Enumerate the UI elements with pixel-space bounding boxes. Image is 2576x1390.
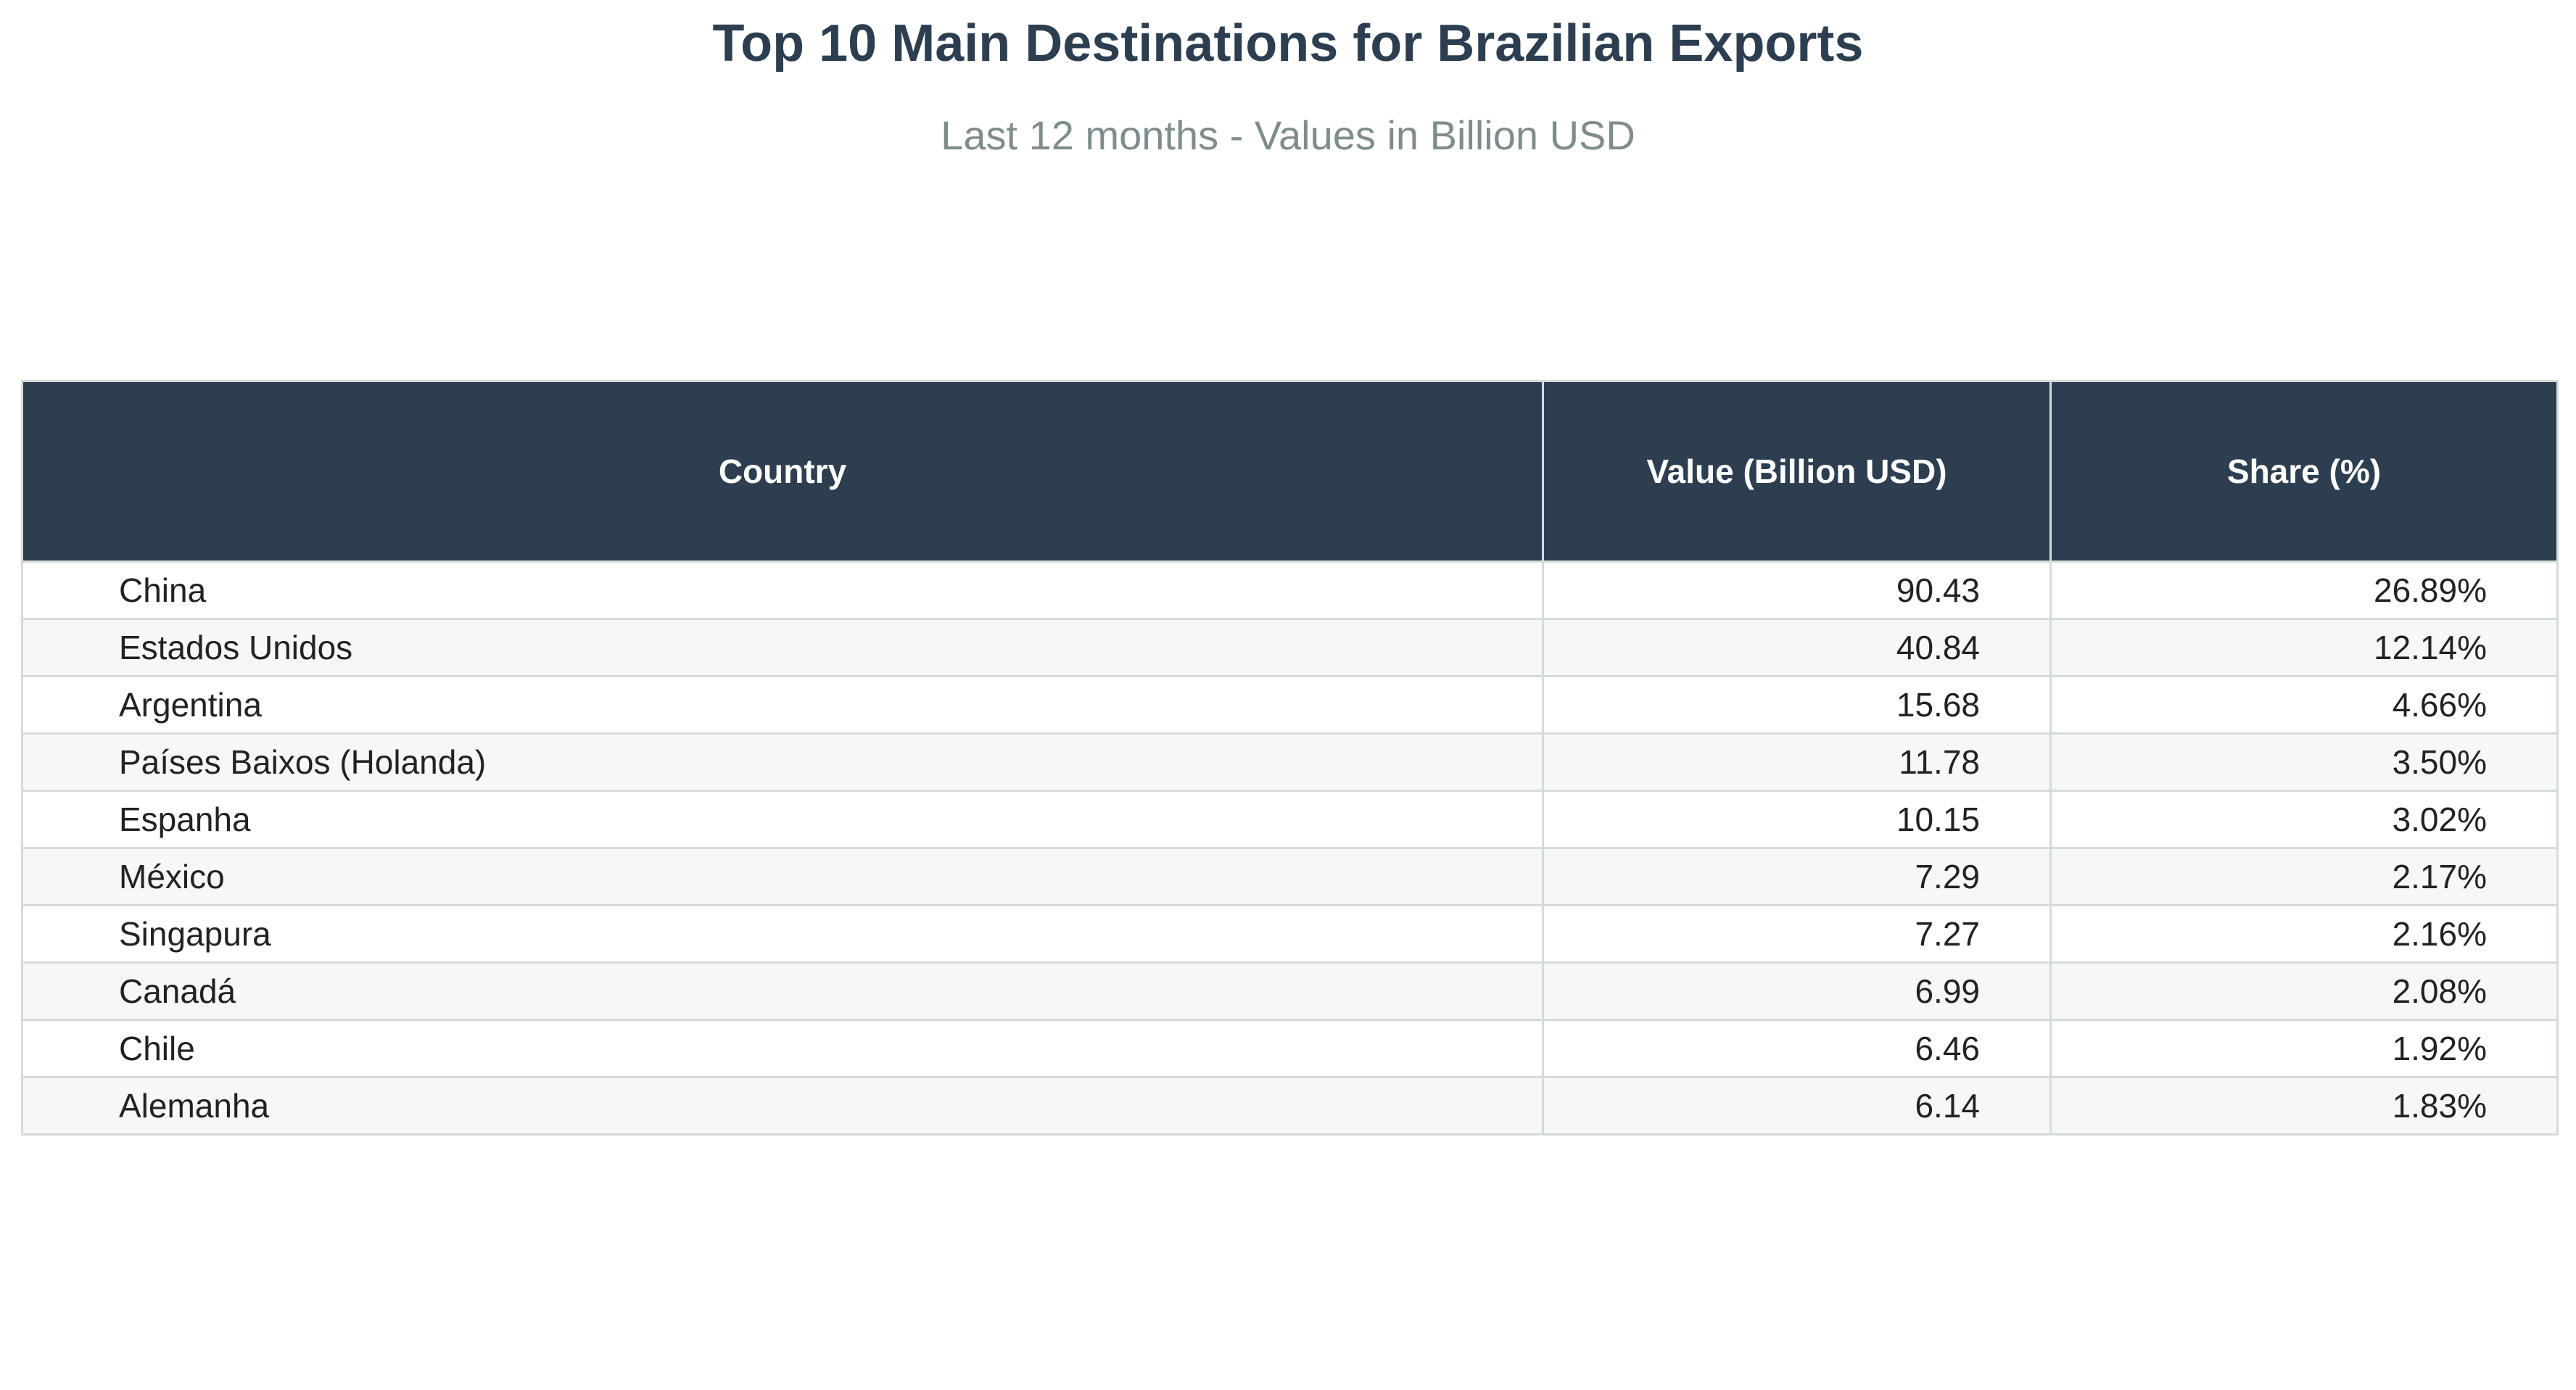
country-cell: Chile bbox=[21, 1019, 1544, 1078]
value-cell: 11.78 bbox=[1542, 732, 2052, 792]
value-cell: 10.15 bbox=[1542, 790, 2052, 849]
country-cell: Singapura bbox=[21, 904, 1544, 964]
exports-table-container: Country Value (Billion USD) Share (%) Ch… bbox=[21, 380, 2559, 1135]
share-cell: 2.08% bbox=[2049, 961, 2559, 1021]
table-body: China 90.43 26.89% Estados Unidos 40.84 12.14… bbox=[21, 560, 2559, 1135]
exports-table: Country Value (Billion USD) Share (%) Ch… bbox=[21, 380, 2559, 1135]
share-cell: 4.66% bbox=[2049, 675, 2559, 735]
share-cell: 1.92% bbox=[2049, 1019, 2559, 1078]
share-cell: 26.89% bbox=[2049, 560, 2559, 620]
table-row: Argentina 15.68 4.66% bbox=[21, 675, 2559, 735]
table-row: Chile 6.46 1.92% bbox=[21, 1019, 2559, 1078]
share-cell: 3.50% bbox=[2049, 732, 2559, 792]
value-cell: 6.46 bbox=[1542, 1019, 2052, 1078]
country-cell: Espanha bbox=[21, 790, 1544, 849]
table-row: Estados Unidos 40.84 12.14% bbox=[21, 618, 2559, 677]
value-cell: 40.84 bbox=[1542, 618, 2052, 677]
country-cell: Países Baixos (Holanda) bbox=[21, 732, 1544, 792]
value-cell: 90.43 bbox=[1542, 560, 2052, 620]
share-cell: 2.17% bbox=[2049, 847, 2559, 906]
country-cell: Argentina bbox=[21, 675, 1544, 735]
share-cell: 3.02% bbox=[2049, 790, 2559, 849]
table-row: Singapura 7.27 2.16% bbox=[21, 904, 2559, 964]
table-row: México 7.29 2.17% bbox=[21, 847, 2559, 906]
value-cell: 7.27 bbox=[1542, 904, 2052, 964]
header-value: Value (Billion USD) bbox=[1542, 380, 2052, 563]
country-cell: Alemanha bbox=[21, 1076, 1544, 1135]
share-cell: 12.14% bbox=[2049, 618, 2559, 677]
value-cell: 7.29 bbox=[1542, 847, 2052, 906]
country-cell: China bbox=[21, 560, 1544, 620]
chart-title: Top 10 Main Destinations for Brazilian E… bbox=[712, 15, 1864, 73]
table-row: China 90.43 26.89% bbox=[21, 560, 2559, 620]
header-share: Share (%) bbox=[2049, 380, 2559, 563]
table-header: Country Value (Billion USD) Share (%) bbox=[21, 380, 2559, 563]
table-row: Canadá 6.99 2.08% bbox=[21, 961, 2559, 1021]
table-row: Alemanha 6.14 1.83% bbox=[21, 1076, 2559, 1135]
value-cell: 6.99 bbox=[1542, 961, 2052, 1021]
table-row: Espanha 10.15 3.02% bbox=[21, 790, 2559, 849]
table-row: Países Baixos (Holanda) 11.78 3.50% bbox=[21, 732, 2559, 792]
header-row: Country Value (Billion USD) Share (%) bbox=[21, 380, 2559, 563]
share-cell: 2.16% bbox=[2049, 904, 2559, 964]
value-cell: 6.14 bbox=[1542, 1076, 2052, 1135]
country-cell: Estados Unidos bbox=[21, 618, 1544, 677]
header-country: Country bbox=[21, 380, 1544, 563]
share-cell: 1.83% bbox=[2049, 1076, 2559, 1135]
country-cell: Canadá bbox=[21, 961, 1544, 1021]
country-cell: México bbox=[21, 847, 1544, 906]
chart-subtitle: Last 12 months - Values in Billion USD bbox=[941, 112, 1635, 158]
value-cell: 15.68 bbox=[1542, 675, 2052, 735]
